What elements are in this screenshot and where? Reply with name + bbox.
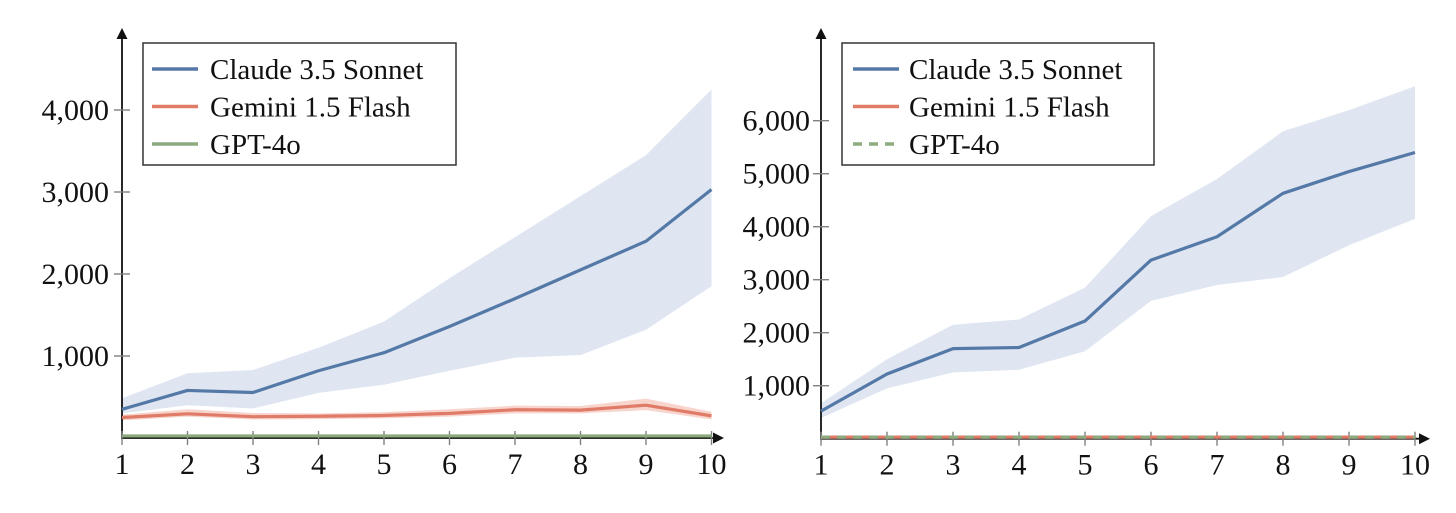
x-tick-label: 9 bbox=[639, 448, 654, 481]
y-tick-label: 3,000 bbox=[42, 176, 110, 209]
legend-label-0: Claude 3.5 Sonnet bbox=[909, 54, 1122, 86]
x-tick-label: 8 bbox=[573, 448, 588, 481]
x-tick-label: 6 bbox=[1144, 449, 1159, 482]
right-line-chart: 1 2 3 4 5 6 7 8 9 10 1,000 2,000 3,000 4,000 5,000 6,00… bbox=[736, 0, 1456, 513]
y-axis-arrowhead bbox=[116, 28, 128, 39]
x-tick-label: 10 bbox=[697, 448, 727, 481]
series-0-line bbox=[121, 188, 713, 411]
right-chart-canvas: 1 2 3 4 5 6 7 8 9 10 1,000 2,000 3,000 4,000 5,000 6,00… bbox=[743, 28, 1430, 482]
series-0-confidence-band bbox=[122, 89, 712, 414]
y-tick-label: 6,000 bbox=[743, 105, 811, 138]
x-tick-label: 5 bbox=[1078, 449, 1093, 482]
left-line-chart: 1 2 3 4 5 6 7 8 9 10 1,000 2,000 3,000 4,000 Claude 3.… bbox=[42, 28, 727, 481]
x-axis-arrowhead bbox=[713, 432, 724, 444]
x-tick-label: 7 bbox=[1210, 449, 1225, 482]
legend-label-0: Claude 3.5 Sonnet bbox=[210, 54, 423, 86]
x-tick-label: 4 bbox=[1012, 449, 1027, 482]
y-tick-label: 1,000 bbox=[42, 340, 110, 373]
y-tick-label: 5,000 bbox=[743, 158, 811, 191]
series-0-line bbox=[820, 150, 1416, 413]
x-axis-arrowhead bbox=[1419, 433, 1430, 445]
x-tick-label: 2 bbox=[180, 448, 195, 481]
legend-label-1: Gemini 1.5 Flash bbox=[909, 92, 1110, 124]
x-tick-label: 4 bbox=[311, 448, 326, 481]
x-tick-label: 3 bbox=[946, 449, 961, 482]
series-0-confidence-band bbox=[821, 86, 1415, 419]
y-tick-label: 1,000 bbox=[743, 370, 811, 403]
y-tick-label: 4,000 bbox=[743, 211, 811, 244]
series-1-line bbox=[121, 403, 712, 420]
legend-label-1: Gemini 1.5 Flash bbox=[210, 92, 411, 124]
x-tick-label: 7 bbox=[508, 448, 523, 481]
x-tick-label: 2 bbox=[880, 449, 895, 482]
series-1-confidence-band bbox=[122, 398, 712, 421]
x-tick-label: 5 bbox=[377, 448, 392, 481]
x-tick-label: 1 bbox=[814, 449, 829, 482]
x-tick-label: 9 bbox=[1342, 449, 1357, 482]
x-tick-label: 3 bbox=[246, 448, 261, 481]
y-tick-label: 3,000 bbox=[743, 264, 811, 297]
legend-label-2: GPT-4o bbox=[210, 129, 301, 161]
y-tick-label: 2,000 bbox=[42, 258, 110, 291]
x-tick-label: 10 bbox=[1400, 449, 1430, 482]
x-tick-label: 8 bbox=[1276, 449, 1291, 482]
legend-label-2: GPT-4o bbox=[909, 129, 1000, 161]
y-tick-label: 2,000 bbox=[743, 317, 811, 350]
y-axis-arrowhead bbox=[815, 28, 827, 39]
y-tick-label: 4,000 bbox=[42, 94, 110, 127]
left-chart-canvas: 1 2 3 4 5 6 7 8 9 10 1,000 2,000 3,000 4,000 Claude 3.… bbox=[42, 28, 727, 481]
x-tick-label: 1 bbox=[115, 448, 130, 481]
x-tick-label: 6 bbox=[442, 448, 457, 481]
